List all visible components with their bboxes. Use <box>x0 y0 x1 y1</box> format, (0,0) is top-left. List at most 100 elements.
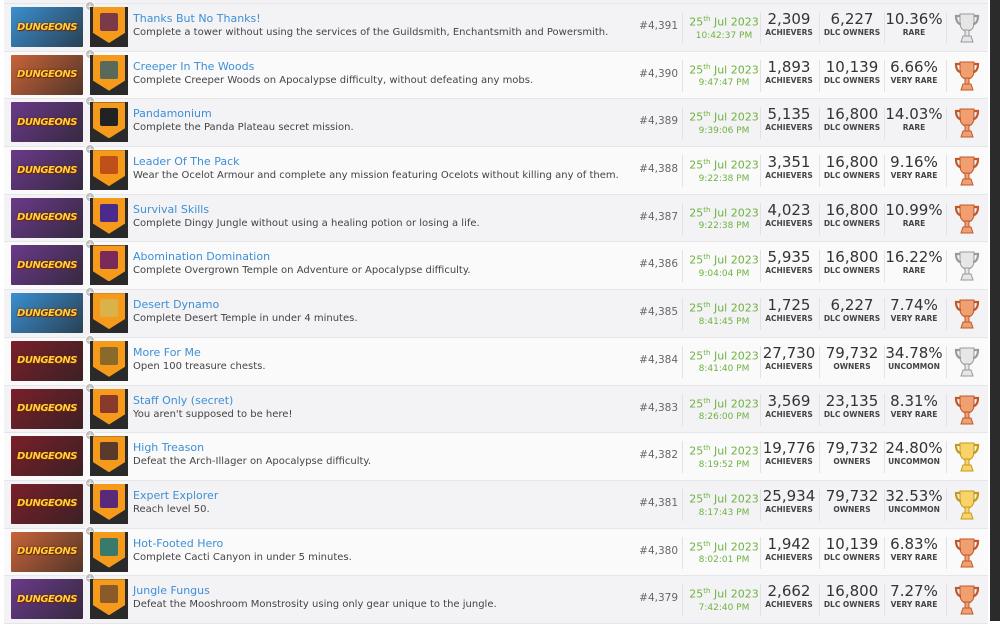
achievers-stat: 25,934 ACHIEVERS <box>762 486 816 514</box>
unlock-date: 25th Jul 2023 8:41:40 PM <box>684 346 764 376</box>
achievers-stat: 19,776 ACHIEVERS <box>762 439 816 467</box>
game-thumbnail[interactable]: DUNGEONS <box>11 293 83 334</box>
achievers-stat: 27,730 ACHIEVERS <box>762 343 816 371</box>
achievement-title[interactable]: Abomination Domination <box>133 250 271 264</box>
owners-stat: 16,800 DLC OWNERS <box>823 105 881 133</box>
bronze-trophy-icon <box>954 299 980 329</box>
unlock-time: 8:41:40 PM <box>698 364 750 375</box>
owners-stat: 79,732 OWNERS <box>825 439 879 467</box>
achievers-stat: 5,935 ACHIEVERS <box>765 248 813 276</box>
owners-stat: 6,227 DLC OWNERS <box>823 296 881 324</box>
achievement-rank: #4,387 <box>639 210 678 223</box>
bronze-trophy-icon <box>954 61 980 91</box>
achievement-rank: #4,382 <box>639 449 678 462</box>
bronze-trophy-icon <box>954 156 980 186</box>
game-thumbnail[interactable]: DUNGEONS <box>11 7 83 47</box>
rarity-stat: 9.16% VERY RARE <box>890 153 938 181</box>
achievement-title[interactable]: High Treason <box>133 441 205 455</box>
owners-stat: 10,139 DLC OWNERS <box>823 57 881 85</box>
rarity-stat: 32.53% UNCOMMON <box>885 486 943 514</box>
rarity-stat: 7.27% VERY RARE <box>890 582 938 610</box>
achievement-description: Complete Desert Temple in under 4 minute… <box>133 313 358 325</box>
owners-stat: 6,227 DLC OWNERS <box>823 10 881 37</box>
game-thumbnail[interactable]: DUNGEONS <box>11 388 83 429</box>
game-thumbnail[interactable]: DUNGEONS <box>11 197 83 238</box>
achievement-description: Reach level 50. <box>133 503 210 515</box>
game-logo: DUNGEONS <box>17 116 77 128</box>
rarity-stat: 10.99% RARE <box>885 200 943 228</box>
achievement-title[interactable]: More For Me <box>133 345 201 359</box>
game-thumbnail[interactable]: DUNGEONS <box>11 340 83 381</box>
achievers-stat: 3,351 ACHIEVERS <box>765 153 813 181</box>
gold-trophy-icon <box>954 490 980 520</box>
unlock-date: 25th Jul 2023 9:47:47 PM <box>684 60 764 90</box>
achievement-title[interactable]: Jungle Fungus <box>133 584 210 598</box>
gold-trophy-icon <box>954 442 980 472</box>
achievement-title[interactable]: Desert Dynamo <box>133 298 220 312</box>
owners-stat: 23,135 DLC OWNERS <box>823 391 881 419</box>
unlock-time: 8:17:43 PM <box>698 507 750 518</box>
game-logo: DUNGEONS <box>17 355 77 367</box>
achievement-icon <box>90 245 128 286</box>
owners-stat: 79,732 OWNERS <box>825 343 879 371</box>
achievement-title[interactable]: Creeper In The Woods <box>133 59 255 73</box>
rarity-stat: 10.36% RARE <box>885 10 943 37</box>
achievement-title[interactable]: Staff Only (secret) <box>133 393 234 407</box>
achievement-description: Complete Dingy Jungle without using a he… <box>133 217 480 229</box>
achievement-row: DUNGEONS + Leader Of The Pack Wear the O… <box>4 144 988 195</box>
unlock-date: 25th Jul 2023 8:17:43 PM <box>684 489 764 519</box>
achievement-icon <box>90 102 128 143</box>
game-thumbnail[interactable]: DUNGEONS <box>11 483 83 524</box>
achievement-description: Defeat the Arch-Illager on Apocalypse di… <box>133 456 372 468</box>
game-thumbnail[interactable]: DUNGEONS <box>11 531 83 572</box>
game-thumbnail[interactable]: DUNGEONS <box>11 54 83 95</box>
owners-stat: 16,800 DLC OWNERS <box>823 200 881 228</box>
achievement-icon <box>90 436 128 477</box>
owners-stat: 16,800 DLC OWNERS <box>823 153 881 181</box>
achievement-title[interactable]: Pandamonium <box>133 107 212 121</box>
achievement-row: DUNGEONS + Desert Dynamo Complete Desert… <box>4 287 988 338</box>
achievers-stat: 1,942 ACHIEVERS <box>765 534 813 562</box>
unlock-time: 8:19:52 PM <box>698 459 750 470</box>
game-thumbnail[interactable]: DUNGEONS <box>11 150 83 191</box>
bronze-trophy-icon <box>954 108 980 138</box>
achievers-stat: 1,893 ACHIEVERS <box>765 57 813 85</box>
previous-row-edge <box>4 0 988 4</box>
achievement-row: DUNGEONS + Pandamonium Complete the Pand… <box>4 96 988 148</box>
owners-stat: 79,732 OWNERS <box>825 486 879 514</box>
achievement-title[interactable]: Survival Skills <box>133 202 210 216</box>
achievement-title[interactable]: Hot-Footed Hero <box>133 536 224 550</box>
game-logo: DUNGEONS <box>17 259 77 271</box>
achievement-row: DUNGEONS + Expert Explorer Reach level 5… <box>4 477 988 529</box>
achievers-stat: 2,309 ACHIEVERS <box>765 10 813 37</box>
unlock-date: 25th Jul 2023 10:42:37 PM <box>684 12 764 42</box>
silver-trophy-icon <box>954 251 980 281</box>
achievement-rank: #4,384 <box>639 353 678 366</box>
rarity-stat: 24.80% UNCOMMON <box>885 439 943 467</box>
rarity-stat: 14.03% RARE <box>885 105 943 133</box>
achievement-rank: #4,389 <box>639 115 678 128</box>
achievement-rank: #4,386 <box>639 258 678 271</box>
achievement-description: Complete Overgrown Temple on Adventure o… <box>133 265 471 277</box>
achievement-description: Complete Creeper Woods on Apocalypse dif… <box>133 74 534 86</box>
achievement-rank: #4,380 <box>639 544 678 557</box>
game-thumbnail[interactable]: DUNGEONS <box>11 436 83 477</box>
achievement-title[interactable]: Thanks But No Thanks! <box>133 12 261 25</box>
achievement-row: DUNGEONS + Thanks But No Thanks! Complet… <box>4 1 988 52</box>
achievers-stat: 5,135 ACHIEVERS <box>765 105 813 133</box>
owners-stat: 10,139 DLC OWNERS <box>823 534 881 562</box>
game-logo: DUNGEONS <box>17 307 77 319</box>
unlock-date: 25th Jul 2023 8:19:52 PM <box>684 441 764 471</box>
unlock-time: 8:41:45 PM <box>698 316 750 327</box>
achievement-row: DUNGEONS + Abomination Domination Comple… <box>4 239 988 291</box>
bronze-trophy-icon <box>954 585 980 615</box>
unlock-time: 8:02:01 PM <box>698 555 750 566</box>
achievers-stat: 3,569 ACHIEVERS <box>765 391 813 419</box>
scrollbar[interactable] <box>990 0 1000 621</box>
achievement-icon <box>90 293 128 334</box>
game-thumbnail[interactable]: DUNGEONS <box>11 579 83 620</box>
game-thumbnail[interactable]: DUNGEONS <box>11 102 83 143</box>
game-thumbnail[interactable]: DUNGEONS <box>11 245 83 286</box>
achievement-title[interactable]: Expert Explorer <box>133 488 219 502</box>
achievement-title[interactable]: Leader Of The Pack <box>133 155 240 169</box>
